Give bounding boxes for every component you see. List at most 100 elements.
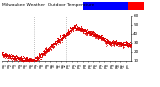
Point <box>12 56 14 57</box>
Point <box>81 27 83 29</box>
Point <box>116 43 118 44</box>
Point <box>3 53 6 54</box>
Point <box>27 58 30 59</box>
Point <box>91 32 93 33</box>
Point <box>11 54 13 56</box>
Point <box>115 39 118 41</box>
Point <box>110 44 112 46</box>
Point <box>104 40 107 42</box>
Point <box>91 32 94 33</box>
Point <box>39 58 42 59</box>
Point <box>73 26 75 28</box>
Point <box>16 58 18 59</box>
Point <box>74 25 76 26</box>
Point <box>7 58 10 59</box>
Point <box>21 58 23 59</box>
Point <box>32 59 34 61</box>
Point <box>6 57 8 59</box>
Point <box>127 46 130 47</box>
Point <box>118 41 121 43</box>
Point <box>32 61 35 62</box>
Point <box>77 28 79 29</box>
Point <box>8 55 10 56</box>
Point <box>7 55 9 56</box>
Point <box>62 34 65 35</box>
Point <box>117 42 119 44</box>
Point <box>70 29 72 30</box>
Point <box>82 30 85 31</box>
Point <box>36 59 39 60</box>
Point <box>111 42 113 43</box>
Point <box>3 54 6 56</box>
Point <box>110 42 113 44</box>
Point <box>98 35 100 37</box>
Point <box>9 56 11 57</box>
Point <box>105 40 108 41</box>
Point <box>120 44 123 45</box>
Point <box>85 32 87 33</box>
Point <box>119 43 121 44</box>
Point <box>63 35 66 36</box>
Point <box>56 40 59 41</box>
Point <box>96 36 99 37</box>
Point <box>23 56 26 57</box>
Point <box>36 59 38 60</box>
Point <box>43 47 46 49</box>
Point <box>40 56 42 57</box>
Point <box>48 46 51 48</box>
Point <box>17 57 20 58</box>
Point <box>48 49 50 50</box>
Point <box>126 46 129 47</box>
Point <box>44 48 47 49</box>
Point <box>89 34 92 36</box>
Point <box>3 54 6 55</box>
Point <box>56 41 59 42</box>
Point <box>104 40 106 42</box>
Point <box>48 47 51 49</box>
Point <box>34 57 36 59</box>
Point <box>28 59 30 61</box>
Point <box>99 36 101 37</box>
Point <box>54 41 57 42</box>
Point <box>52 44 54 45</box>
Point <box>22 62 25 63</box>
Point <box>91 33 94 35</box>
Point <box>54 42 57 44</box>
Point <box>67 31 69 32</box>
Point <box>124 45 127 46</box>
Point <box>104 38 107 40</box>
Point <box>60 37 62 38</box>
Point <box>106 39 108 41</box>
Point <box>119 45 121 47</box>
Point <box>114 41 116 43</box>
Point <box>35 59 38 61</box>
Point <box>47 48 49 49</box>
Point <box>126 45 128 47</box>
Point <box>25 59 28 60</box>
Point <box>93 33 95 34</box>
Point <box>69 27 72 28</box>
Point <box>4 54 6 55</box>
Point <box>125 42 128 43</box>
Point <box>4 56 7 57</box>
Point <box>117 42 119 44</box>
Point <box>87 34 90 36</box>
Point <box>129 41 131 43</box>
Point <box>37 57 39 58</box>
Point <box>97 34 100 36</box>
Point <box>120 46 122 47</box>
Point <box>1 54 4 55</box>
Point <box>67 31 70 33</box>
Point <box>125 41 127 42</box>
Point <box>21 59 24 60</box>
Point <box>43 51 45 53</box>
Point <box>2 53 5 55</box>
Point <box>21 56 24 57</box>
Point <box>48 48 51 50</box>
Point <box>24 59 26 60</box>
Point <box>67 34 69 36</box>
Point <box>101 38 104 39</box>
Point <box>125 42 127 44</box>
Point <box>67 33 70 34</box>
Point <box>1 54 4 55</box>
